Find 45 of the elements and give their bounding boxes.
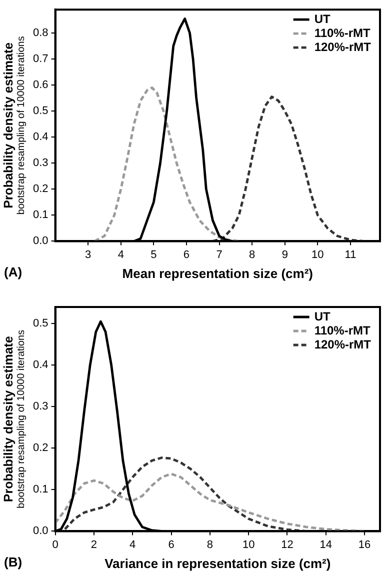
x-axis-title: Variance in representation size (cm²) <box>104 556 331 571</box>
legend-label: 110%-rMT <box>314 323 372 338</box>
legend-label: UT <box>314 309 331 324</box>
legend-label: UT <box>314 12 331 26</box>
y-tick-label: 0.5 <box>32 318 48 330</box>
x-tick-label: 12 <box>281 538 294 551</box>
x-tick-label: 10 <box>242 538 255 551</box>
x-tick-label: 8 <box>206 538 213 551</box>
y-tick-label: 0.1 <box>32 209 48 222</box>
y-tick-label: 0.8 <box>32 27 48 40</box>
y-tick-label: 0.2 <box>32 183 48 196</box>
y-axis-title: Probability density estimate bootstrap resampling of 10000 iterations <box>1 330 27 508</box>
text: (B) <box>4 554 22 570</box>
y-tick-label: 0.4 <box>32 359 48 372</box>
x-tick-label: 10 <box>312 248 324 261</box>
x-tick-label: 5 <box>150 248 157 261</box>
text: (A) <box>4 264 22 280</box>
y-tick-label: 0.0 <box>32 525 48 538</box>
x-tick-label: 6 <box>183 248 190 261</box>
x-tick-label: 0 <box>52 538 58 551</box>
x-tick-label: 14 <box>320 538 332 551</box>
legend-label: 110%-rMT <box>314 26 372 40</box>
x-tick-label: 7 <box>216 248 222 261</box>
legend-label: 120%-rMT <box>314 337 372 352</box>
legend-label: 120%-rMT <box>314 40 372 54</box>
x-tick-label: 2 <box>90 538 98 551</box>
y-tick-label: 0.1 <box>32 484 48 496</box>
y-tick-label: 0.3 <box>32 157 48 170</box>
x-tick-label: 8 <box>249 248 256 261</box>
y-tick-label: 0.7 <box>32 53 48 66</box>
y-tick-label: 0.3 <box>32 400 48 413</box>
x-tick-label: 16 <box>358 538 371 551</box>
y-tick-label: 0.2 <box>32 442 48 454</box>
y-axis-title: Probability density estimate bootstrap resampling of 10000 iterations <box>1 36 27 215</box>
x-axis-title: Mean representation size (cm²) <box>122 266 314 281</box>
y-tick-label: 0.5 <box>32 105 48 118</box>
y-tick-label: 0.6 <box>32 79 48 92</box>
x-tick-label: 4 <box>130 538 136 551</box>
y-tick-label: 0.0 <box>32 235 48 248</box>
x-tick-label: 9 <box>282 248 288 261</box>
y-tick-label: 0.4 <box>32 131 48 144</box>
x-tick-label: 11 <box>344 248 356 261</box>
x-tick-label: 4 <box>118 248 124 261</box>
x-tick-label: 3 <box>85 248 92 261</box>
x-tick-label: 6 <box>168 538 174 551</box>
